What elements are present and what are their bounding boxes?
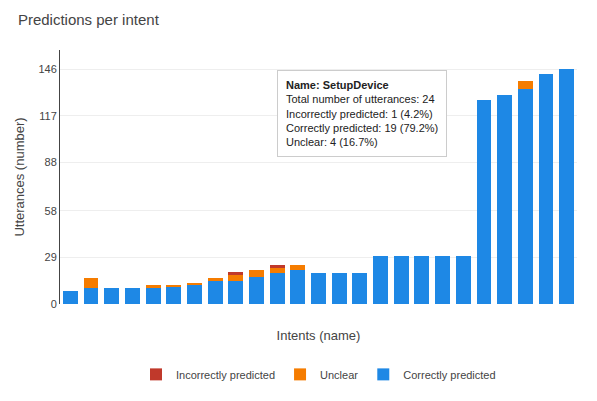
svg-text:29: 29: [45, 251, 57, 263]
svg-text:Name: SetupDeviceTotal number: Name: SetupDeviceTotal number of utteran…: [286, 79, 438, 148]
svg-text:88: 88: [45, 156, 57, 168]
svg-text:Intents (name): Intents (name): [277, 328, 361, 343]
svg-text:Utterances (number): Utterances (number): [12, 117, 27, 236]
svg-text:Correctly predicted: Correctly predicted: [403, 369, 495, 381]
svg-text:58: 58: [45, 205, 57, 217]
svg-text:Unclear: Unclear: [320, 369, 358, 381]
svg-text:146: 146: [38, 63, 56, 75]
svg-text:Predictions per intent: Predictions per intent: [18, 11, 160, 28]
svg-text:0: 0: [51, 298, 57, 310]
svg-text:Incorrectly predicted: Incorrectly predicted: [176, 369, 275, 381]
svg-text:117: 117: [39, 110, 57, 122]
